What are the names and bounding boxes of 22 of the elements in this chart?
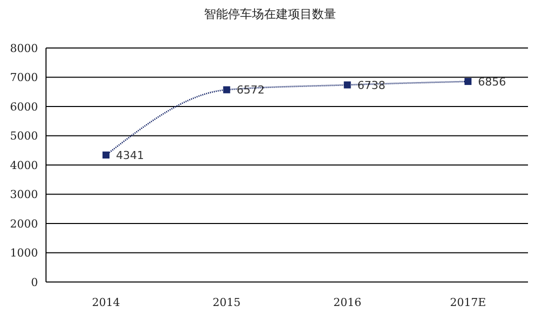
x-tick-label: 2016: [333, 296, 362, 309]
y-tick-label: 3000: [10, 188, 38, 202]
data-label: 4341: [116, 148, 144, 162]
data-label: 6572: [236, 84, 265, 97]
data-label: 6738: [357, 78, 386, 92]
x-tick-label: 2014: [92, 296, 120, 309]
point: [102, 152, 110, 159]
data-label: 6856: [478, 75, 506, 88]
point: [464, 78, 472, 85]
point: [223, 86, 230, 94]
y-tick-label: 7000: [10, 71, 38, 84]
y-tick-label: 8000: [10, 42, 38, 55]
chart-title: 智能停车场在建项目数量: [203, 6, 337, 23]
y-tick-label: 4000: [10, 158, 38, 172]
x-tick-label: 2015: [212, 296, 241, 309]
point: [344, 81, 351, 88]
y-tick-label: 1000: [10, 246, 38, 260]
y-tick-label: 0: [31, 276, 38, 289]
x-tick-label: 2017E: [450, 296, 486, 309]
y-tick-label: 5000: [10, 130, 38, 143]
y-tick-label: 6000: [10, 100, 38, 114]
y-tick-label: 2000: [10, 217, 38, 230]
